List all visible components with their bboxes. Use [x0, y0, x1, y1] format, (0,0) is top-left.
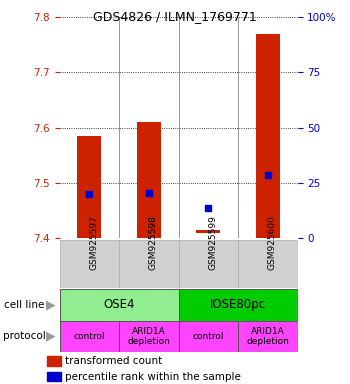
Text: GSM925598: GSM925598 — [149, 215, 158, 270]
Bar — [60, 321, 119, 352]
Text: ▶: ▶ — [46, 330, 56, 343]
Bar — [196, 230, 220, 233]
Bar — [238, 240, 298, 288]
Bar — [137, 122, 161, 238]
Text: GSM925599: GSM925599 — [208, 215, 217, 270]
Text: OSE4: OSE4 — [103, 298, 135, 311]
Text: control: control — [74, 332, 105, 341]
Bar — [60, 240, 119, 288]
Text: ARID1A
depletion: ARID1A depletion — [246, 327, 289, 346]
Bar — [47, 356, 61, 366]
Bar — [119, 240, 178, 288]
Text: GDS4826 / ILMN_1769771: GDS4826 / ILMN_1769771 — [93, 10, 257, 23]
Text: control: control — [193, 332, 224, 341]
Text: GSM925600: GSM925600 — [268, 215, 277, 270]
Bar — [77, 136, 101, 238]
Bar — [178, 289, 298, 321]
Text: GSM925597: GSM925597 — [89, 215, 98, 270]
Bar — [178, 240, 238, 288]
Bar — [47, 372, 61, 381]
Text: cell line: cell line — [4, 300, 44, 310]
Text: ARID1A
depletion: ARID1A depletion — [127, 327, 170, 346]
Text: protocol: protocol — [4, 331, 46, 341]
Bar — [178, 321, 238, 352]
Text: percentile rank within the sample: percentile rank within the sample — [65, 372, 241, 382]
Bar — [238, 321, 298, 352]
Bar — [60, 289, 178, 321]
Text: IOSE80pc: IOSE80pc — [210, 298, 266, 311]
Text: ▶: ▶ — [46, 298, 56, 311]
Bar — [256, 34, 280, 238]
Bar — [119, 321, 178, 352]
Text: transformed count: transformed count — [65, 356, 162, 366]
